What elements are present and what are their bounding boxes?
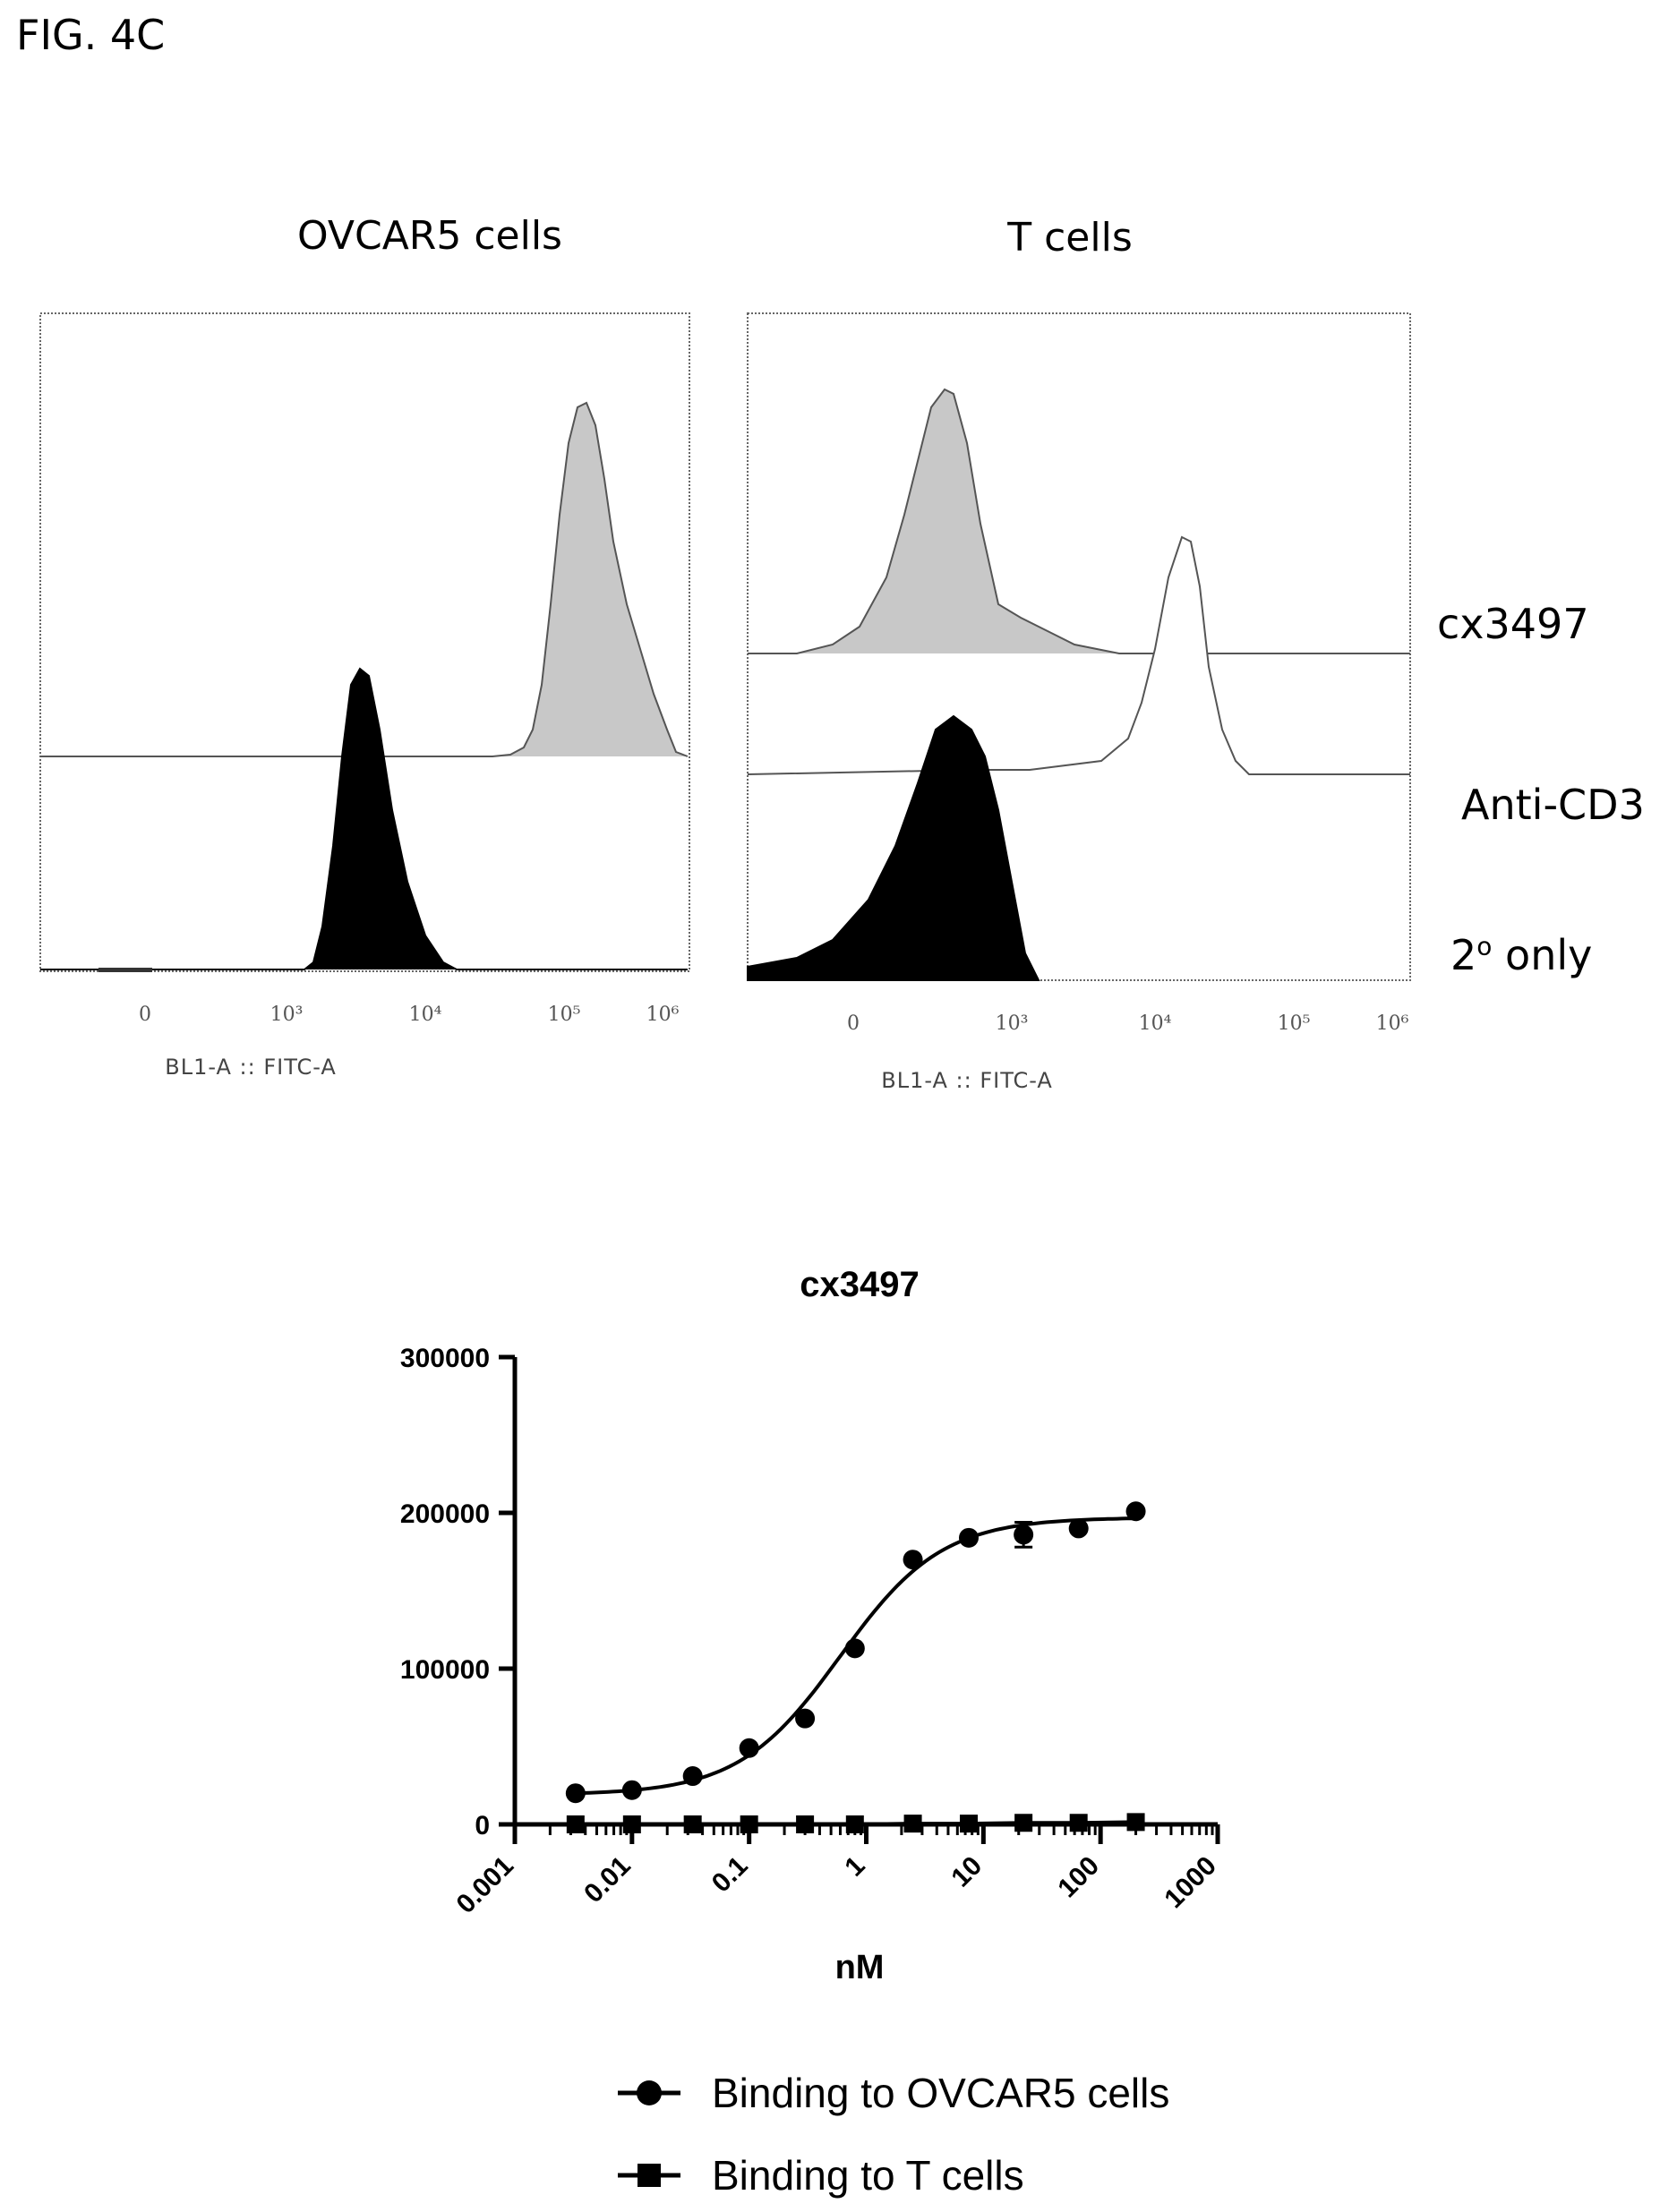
row-label-secondary-only: 2o only [1450, 931, 1592, 979]
x-axis-label: nM [835, 1949, 885, 1986]
hist-tick-4: 10⁶ [1376, 1012, 1409, 1035]
data-point-t-cells [622, 1815, 641, 1833]
data-point-t-cells [1126, 1813, 1145, 1832]
panel-title-t-cells: T cells [1007, 215, 1133, 260]
x-tick-label: 0.001 [451, 1851, 519, 1919]
hist-x-axis-label: BL1-A :: FITC-A [165, 1055, 337, 1080]
anti-cd3-trace [747, 535, 1410, 775]
baseline-noise [98, 968, 152, 972]
secondary-only-trace [747, 714, 1040, 981]
chart-title: cx3497 [800, 1265, 919, 1304]
legend-label-ovcar5: Binding to OVCAR5 cells [712, 2070, 1169, 2116]
x-tick-label: 10 [946, 1851, 988, 1893]
secondary-only-trace [40, 667, 688, 970]
hist-tick-0: 0 [847, 1012, 860, 1035]
histogram-frame [747, 312, 1411, 981]
data-point-ovcar5 [1125, 1501, 1146, 1522]
secondary-rest: only [1492, 931, 1593, 979]
data-point-ovcar5 [903, 1550, 923, 1570]
data-point-t-cells [1014, 1814, 1033, 1832]
cx3497-trace [748, 388, 1410, 654]
data-point-ovcar5 [795, 1708, 816, 1729]
data-point-t-cells [959, 1815, 978, 1833]
fit-curve-ovcar5 [575, 1516, 1136, 1796]
histogram-frame [39, 312, 690, 972]
histogram-t-cells: 0 10³ 10⁴ 10⁵ 10⁶ BL1-A :: FITC-A [747, 312, 1411, 1093]
data-point-ovcar5 [565, 1783, 586, 1804]
data-point-ovcar5 [844, 1638, 865, 1659]
secondary-superscript: o [1476, 931, 1493, 961]
legend: Binding to OVCAR5 cells Binding to T cel… [618, 2070, 1169, 2199]
row-label-cx3497: cx3497 [1437, 600, 1589, 648]
data-point-t-cells [1069, 1814, 1088, 1832]
x-tick-label: 100 [1052, 1851, 1105, 1904]
chart-series [565, 1501, 1146, 1833]
x-tick-label: 1 [839, 1851, 870, 1883]
legend-label-t-cells: Binding to T cells [712, 2152, 1024, 2199]
hist-tick-1: 10³ [270, 1004, 304, 1026]
y-tick-label: 200000 [400, 1499, 490, 1529]
data-point-t-cells [683, 1815, 702, 1833]
y-tick-label: 100000 [400, 1655, 490, 1685]
legend-marker-ovcar5 [637, 2080, 662, 2105]
data-point-t-cells [566, 1815, 585, 1833]
data-point-t-cells [740, 1815, 758, 1833]
hist-tick-4: 10⁶ [646, 1004, 680, 1026]
data-point-ovcar5 [739, 1738, 759, 1758]
data-point-ovcar5 [682, 1766, 703, 1787]
legend-marker-t-cells [637, 2164, 661, 2187]
cx3497-trace [40, 401, 689, 757]
data-point-t-cells [796, 1815, 815, 1833]
data-point-ovcar5 [1068, 1518, 1089, 1539]
y-tick-label: 0 [475, 1811, 490, 1840]
figure-label: FIG. 4C [16, 11, 166, 59]
hist-tick-1: 10³ [996, 1012, 1029, 1035]
data-point-t-cells [845, 1815, 864, 1833]
histogram-ovcar5: 0 10³ 10⁴ 10⁵ 10⁶ BL1-A :: FITC-A [39, 312, 690, 1080]
hist-tick-2: 10⁴ [409, 1004, 442, 1026]
secondary-base: 2 [1450, 931, 1477, 979]
x-tick-label: 0.1 [706, 1851, 754, 1899]
hist-tick-3: 10⁵ [548, 1004, 581, 1026]
data-point-ovcar5 [958, 1527, 979, 1548]
hist-tick-2: 10⁴ [1139, 1012, 1172, 1035]
hist-tick-3: 10⁵ [1278, 1012, 1311, 1035]
y-tick-label: 300000 [400, 1344, 490, 1373]
x-tick-label: 0.01 [578, 1851, 637, 1909]
data-point-t-cells [903, 1815, 922, 1833]
data-point-ovcar5 [621, 1780, 642, 1800]
row-label-anti-cd3: Anti-CD3 [1461, 781, 1645, 829]
hist-tick-0: 0 [139, 1004, 151, 1026]
panel-title-ovcar5: OVCAR5 cells [297, 213, 562, 259]
x-tick-label: 1000 [1159, 1851, 1222, 1915]
hist-x-axis-label: BL1-A :: FITC-A [881, 1068, 1053, 1093]
